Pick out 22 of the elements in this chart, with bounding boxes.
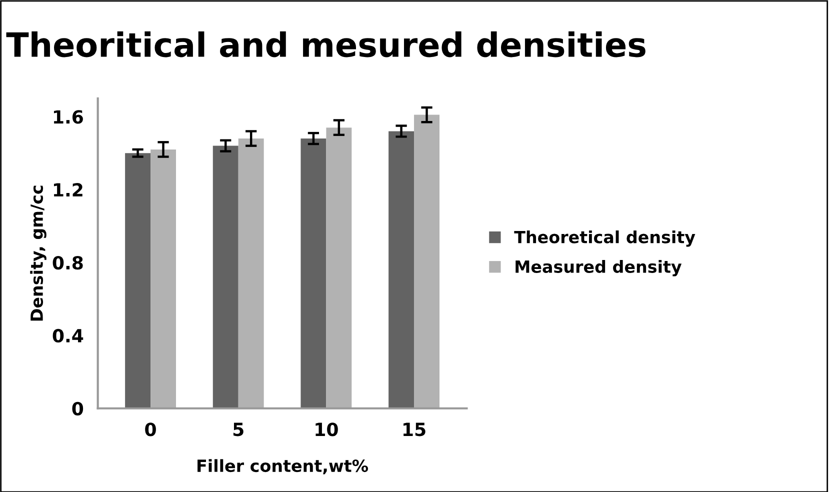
bar — [414, 114, 440, 408]
bar — [300, 138, 326, 408]
x-tick-label: 15 — [404, 422, 426, 436]
bar — [212, 146, 238, 408]
bar — [388, 131, 414, 408]
y-axis-title: Density, gm/cc — [30, 186, 46, 321]
chart-title: Theoritical and mesured densities — [6, 31, 646, 58]
bar — [326, 128, 352, 408]
y-tick-label: 0.4 — [52, 328, 84, 343]
x-tick-label: 0 — [145, 422, 156, 436]
y-tick-label: 0 — [72, 402, 84, 416]
y-tick-label: 1.6 — [54, 110, 83, 124]
legend-label: Measured density — [516, 260, 682, 276]
x-axis-title: Filler content,wt% — [198, 459, 368, 474]
x-tick-label: 10 — [316, 422, 338, 436]
bar — [125, 153, 151, 408]
y-tick-label: 1.2 — [54, 183, 82, 196]
bar — [150, 149, 176, 408]
legend-label: Theoretical density — [514, 230, 696, 247]
x-tick-label: 5 — [233, 422, 244, 436]
y-tick-label: 0.8 — [52, 256, 83, 270]
bar — [238, 138, 264, 408]
